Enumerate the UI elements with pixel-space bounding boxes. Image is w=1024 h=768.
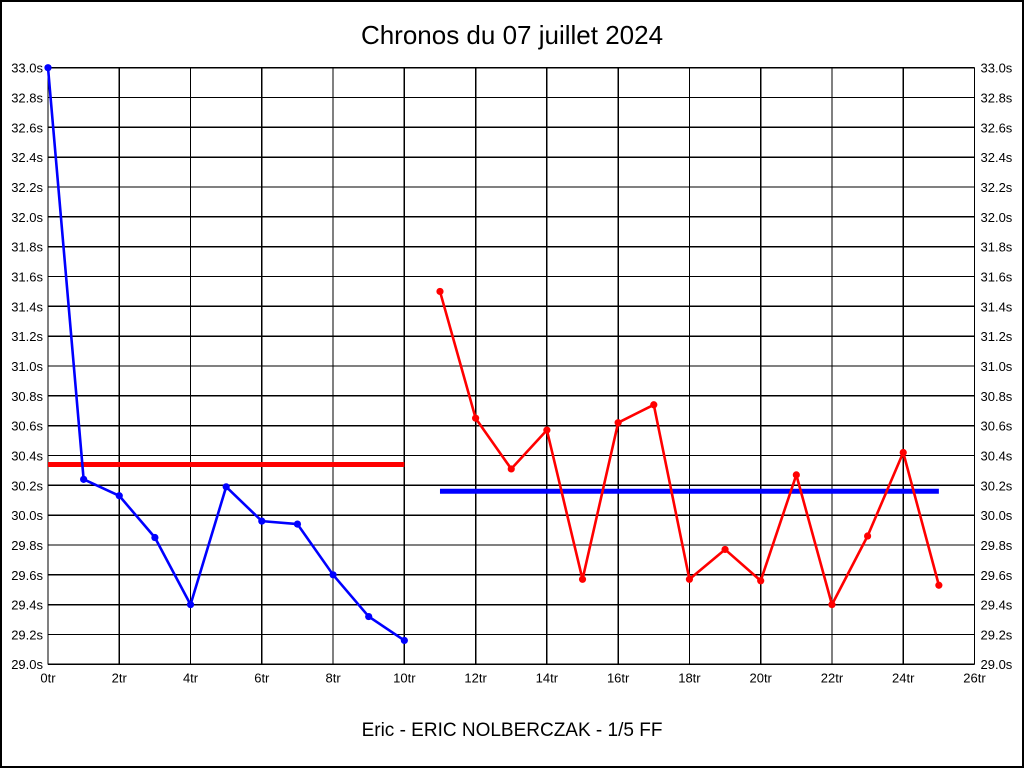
x-tick-label: 18tr — [678, 670, 701, 685]
session-2-red-data-point-marker — [899, 448, 907, 457]
y-tick-label-right: 31.4s — [981, 299, 1013, 314]
session-1-blue-data-point-marker — [44, 64, 52, 72]
y-tick-label-right: 33.0s — [981, 61, 1013, 76]
y-tick-label-right: 31.2s — [981, 329, 1013, 344]
session-2-red-data-point-marker — [507, 465, 515, 473]
session-1-blue-data-point-marker — [258, 517, 266, 525]
y-tick-label-right: 30.8s — [981, 389, 1013, 404]
x-tick-label: 26tr — [963, 670, 986, 685]
y-tick-label-left: 31.0s — [11, 359, 43, 374]
session-2-red-data-point-marker — [650, 401, 658, 409]
y-tick-label-left: 32.6s — [11, 120, 43, 135]
session-1-blue-data-point-marker — [329, 571, 337, 579]
y-tick-label-left: 30.4s — [11, 448, 43, 463]
x-tick-label: 10tr — [393, 670, 416, 685]
y-tick-label-left: 30.2s — [11, 478, 43, 493]
session-1-blue-data-point-marker — [115, 492, 123, 500]
session-2-red-data-point-marker — [578, 575, 587, 583]
y-tick-label-left: 31.4s — [11, 299, 43, 314]
y-tick-label-left: 29.4s — [11, 598, 43, 613]
y-tick-label-right: 31.8s — [981, 240, 1013, 255]
y-tick-label-right: 32.2s — [981, 180, 1013, 195]
y-tick-label-right: 29.0s — [981, 657, 1013, 672]
y-tick-label-right: 32.8s — [981, 90, 1013, 105]
session-1-blue-data-point-marker — [151, 533, 159, 542]
session-1-blue-data-point-marker — [186, 601, 195, 609]
y-tick-label-left: 30.6s — [11, 419, 43, 434]
y-tick-label-left: 32.8s — [11, 90, 43, 105]
y-tick-label-right: 30.2s — [981, 478, 1013, 493]
y-tick-label-left: 32.2s — [11, 180, 43, 195]
session-2-red-data-point-marker — [436, 287, 444, 296]
session-2-red-data-point-marker — [828, 601, 836, 609]
x-tick-label: 24tr — [892, 670, 915, 685]
session-2-red-data-point-marker — [614, 419, 622, 427]
session-2-red-data-point-marker — [721, 545, 729, 554]
y-tick-label-left: 29.8s — [11, 538, 43, 553]
session-1-blue-data-point-marker — [293, 520, 302, 528]
session-2-red-data-point-marker — [685, 575, 694, 583]
session-2-red-data-point-marker — [543, 426, 551, 434]
x-tick-label: 22tr — [821, 670, 844, 685]
y-tick-label-right: 29.8s — [981, 538, 1013, 553]
y-tick-label-left: 29.6s — [11, 568, 43, 583]
y-tick-label-right: 32.6s — [981, 120, 1013, 135]
y-tick-label-left: 29.2s — [11, 627, 43, 642]
x-tick-label: 20tr — [749, 670, 772, 685]
y-tick-label-left: 30.8s — [11, 389, 43, 404]
session-1-blue-line — [46, 67, 406, 642]
y-tick-label-left: 31.8s — [11, 240, 43, 255]
x-tick-label: 12tr — [464, 670, 487, 685]
y-tick-label-right: 29.4s — [981, 598, 1013, 613]
session-1-blue-data-point-marker — [400, 636, 408, 645]
x-tick-label: 0tr — [40, 670, 56, 685]
y-tick-label-left: 29.0s — [11, 657, 43, 672]
y-tick-label-left: 33.0s — [11, 61, 43, 76]
x-tick-label: 8tr — [325, 670, 341, 685]
y-tick-label-right: 29.2s — [981, 627, 1013, 642]
y-tick-label-right: 30.6s — [981, 419, 1013, 434]
y-tick-label-right: 29.6s — [981, 568, 1013, 583]
y-tick-label-right: 31.6s — [981, 269, 1013, 284]
y-tick-label-right: 31.0s — [981, 359, 1013, 374]
y-tick-label-left: 32.4s — [11, 150, 43, 165]
chart-caption: Eric - ERIC NOLBERCZAK - 1/5 FF — [361, 720, 663, 741]
x-tick-label: 2tr — [112, 670, 128, 685]
x-tick-label: 4tr — [183, 670, 199, 685]
y-tick-label-left: 31.2s — [11, 329, 43, 344]
session-1-blue-data-point-marker — [80, 475, 88, 483]
y-tick-label-right: 32.4s — [981, 150, 1013, 165]
session-1-blue-data-point-marker — [365, 612, 373, 621]
y-tick-label-right: 32.0s — [981, 210, 1013, 225]
session-2-red-data-point-marker — [935, 581, 943, 589]
session-2-red-data-point-marker — [757, 577, 765, 585]
chart-title: Chronos du 07 juillet 2024 — [360, 20, 664, 50]
session-2-red-data-point-marker — [863, 532, 872, 540]
x-tick-label: 16tr — [607, 670, 630, 685]
x-tick-label: 14tr — [536, 670, 559, 685]
y-tick-label-left: 31.6s — [11, 269, 43, 284]
y-tick-label-right: 30.4s — [981, 448, 1013, 463]
y-tick-label-left: 30.0s — [11, 508, 43, 523]
session-2-red-data-point-marker — [792, 471, 800, 479]
session-2-red-data-point-marker — [472, 414, 480, 422]
y-tick-label-left: 32.0s — [11, 210, 43, 225]
session-1-blue-data-point-marker — [222, 483, 230, 491]
x-tick-label: 6tr — [254, 670, 270, 685]
y-tick-label-right: 30.0s — [981, 508, 1013, 523]
